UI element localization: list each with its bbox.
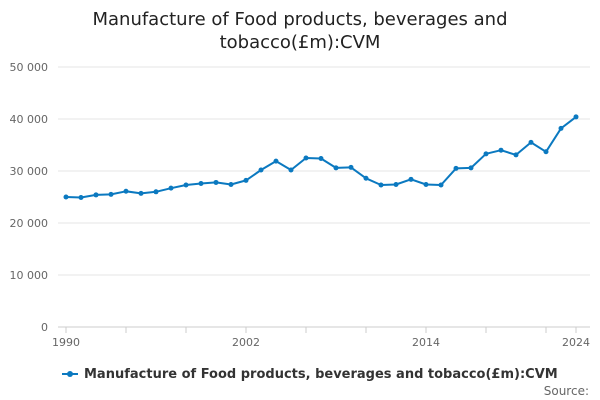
data-point [468, 165, 474, 171]
x-tick-label: 2024 [562, 336, 590, 349]
y-tick-label: 30 000 [10, 165, 49, 178]
data-point [543, 149, 549, 155]
data-point [168, 185, 174, 191]
data-point [528, 139, 534, 145]
data-point [378, 182, 384, 188]
data-point [558, 125, 564, 131]
data-point [363, 175, 369, 181]
data-point [108, 191, 114, 197]
x-tick-label: 2002 [232, 336, 260, 349]
data-point [573, 114, 579, 120]
x-tick-label: 2014 [412, 336, 440, 349]
legend[interactable]: Manufacture of Food products, beverages … [62, 365, 558, 383]
data-point [513, 152, 519, 158]
x-tick-label: 1990 [52, 336, 80, 349]
data-point [303, 155, 309, 161]
y-tick-label: 40 000 [10, 113, 49, 126]
y-axis: 0 10 000 20 000 30 000 40 000 50 000 [10, 61, 49, 334]
data-point [498, 147, 504, 153]
data-point [198, 180, 204, 186]
x-axis: 1990 2002 2014 2024 [52, 326, 590, 349]
data-point [318, 156, 324, 162]
data-point [93, 192, 99, 198]
data-point [483, 151, 489, 157]
data-point [393, 182, 399, 188]
source-label: Source: [543, 384, 589, 398]
y-tick-label: 10 000 [10, 269, 49, 282]
y-tick-label: 20 000 [10, 217, 49, 230]
series-layer [63, 114, 579, 201]
chart-title: Manufacture of Food products, beverages … [0, 8, 600, 54]
chart-title-line-2: tobacco(£m):CVM [219, 32, 381, 53]
data-point [423, 182, 429, 188]
data-point [333, 165, 339, 171]
data-point [138, 190, 144, 196]
data-point [123, 188, 129, 194]
chart-title-line-1: Manufacture of Food products, beverages … [92, 9, 508, 30]
legend-label: Manufacture of Food products, beverages … [84, 366, 558, 382]
data-point [213, 179, 219, 185]
legend-marker-icon [62, 369, 78, 379]
data-point [63, 194, 69, 200]
data-point [408, 176, 414, 182]
y-tick-label: 50 000 [10, 61, 49, 74]
data-point [438, 182, 444, 188]
data-point [183, 182, 189, 188]
data-point [243, 177, 249, 183]
data-point [453, 165, 459, 171]
y-tick-label: 0 [41, 321, 48, 334]
gridlines [58, 66, 590, 276]
data-point [153, 189, 159, 195]
data-point [273, 158, 279, 164]
data-point [348, 164, 354, 170]
data-point [288, 167, 294, 173]
data-point [228, 182, 234, 188]
data-point [258, 167, 264, 173]
data-point [78, 195, 84, 201]
